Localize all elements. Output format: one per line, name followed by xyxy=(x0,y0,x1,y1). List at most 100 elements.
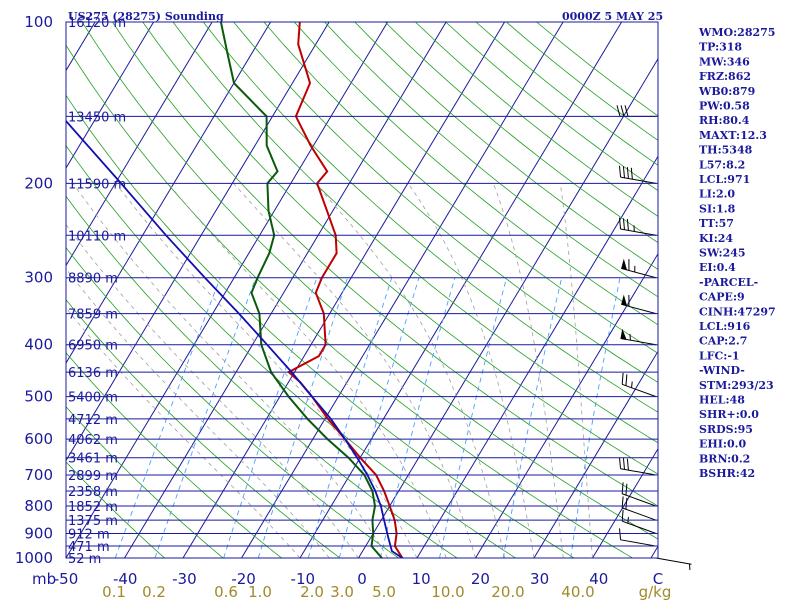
index-value: BRN:0.2 xyxy=(699,452,750,465)
height-label: 1375 m xyxy=(68,514,118,529)
index-value: BSHR:42 xyxy=(699,467,755,480)
isotherm-line xyxy=(475,252,658,558)
mixing-ratio-tick-label: 40.0 xyxy=(561,583,594,600)
pressure-tick-label: 900 xyxy=(24,524,53,542)
temperature-tick-label: 0 xyxy=(357,570,367,588)
mixing-ratio-tick-label: 0.2 xyxy=(142,583,166,600)
pressure-tick-label: 400 xyxy=(24,336,53,354)
wind-barb xyxy=(621,294,657,315)
index-value: L57:8.2 xyxy=(699,158,745,171)
temperature-tick-label: -50 xyxy=(54,570,79,588)
isotherm-line xyxy=(592,447,658,558)
index-value: -WIND- xyxy=(699,364,745,377)
height-label: 2899 m xyxy=(68,469,118,484)
mixing-ratio-tick-label: 0.1 xyxy=(102,583,126,600)
mixing-ratio-tick-label: 2.0 xyxy=(300,583,324,600)
temperature-tick-label: -30 xyxy=(172,570,197,588)
index-value: RH:80.4 xyxy=(699,114,750,127)
index-value: KI:24 xyxy=(699,232,733,245)
index-value: TP:318 xyxy=(699,41,742,54)
height-label: 471 m xyxy=(68,540,110,555)
mixing-ratio-line xyxy=(114,277,221,558)
index-value: CINH:47297 xyxy=(699,305,776,318)
pressure-tick-label: 100 xyxy=(24,13,53,31)
height-label: 6136 m xyxy=(68,366,118,381)
isotherm-line xyxy=(124,22,447,558)
wind-barb xyxy=(621,372,657,398)
index-value: LCL:971 xyxy=(699,173,750,186)
index-value: EHI:0.0 xyxy=(699,438,746,451)
index-value: HEL:48 xyxy=(699,394,745,407)
temperature-tick-label: 10 xyxy=(412,570,431,588)
height-label: 52 m xyxy=(68,552,101,567)
mixing-ratio-line xyxy=(257,277,349,558)
pressure-tick-label: 300 xyxy=(24,269,53,287)
index-value: -PARCEL- xyxy=(699,276,758,289)
moist-adiabat-line xyxy=(72,183,389,558)
height-label: 11590 m xyxy=(68,177,126,192)
moist-adiabat-line xyxy=(559,183,593,558)
index-value: LFC:-1 xyxy=(699,349,740,362)
temperature-tick-label: 30 xyxy=(530,570,549,588)
index-value: TH:5348 xyxy=(699,144,753,157)
height-label: 7859 m xyxy=(68,308,118,323)
height-label: 4712 m xyxy=(68,413,118,428)
index-value: SHR+:0.0 xyxy=(699,408,759,421)
temperature-tick-label: 20 xyxy=(471,570,490,588)
index-value: SI:1.8 xyxy=(699,202,736,215)
height-label: 8890 m xyxy=(68,272,118,287)
pressure-unit-label: mb xyxy=(32,570,56,588)
pressure-tick-label: 800 xyxy=(24,497,53,515)
wind-barb xyxy=(620,328,657,346)
pressure-tick-label: 200 xyxy=(24,174,53,192)
mixing-ratio-tick-label: 10.0 xyxy=(431,583,464,600)
mixing-ratio-tick-label: 0.6 xyxy=(214,583,238,600)
wind-barb xyxy=(619,528,657,547)
height-label: 912 m xyxy=(68,527,110,542)
wind-barb xyxy=(621,258,657,279)
index-value: SW:245 xyxy=(699,247,746,260)
isotherm-line xyxy=(66,22,330,462)
height-label: 3461 m xyxy=(68,452,118,467)
index-value: STM:293/23 xyxy=(699,379,774,392)
index-value: PW:0.58 xyxy=(699,100,750,113)
wind-barb xyxy=(655,557,692,571)
index-value: SRDS:95 xyxy=(699,423,753,436)
mixing-ratio-tick-label: 3.0 xyxy=(330,583,354,600)
isotherm-line xyxy=(533,350,658,558)
index-value: WB0:879 xyxy=(698,85,755,98)
plot-frame xyxy=(65,21,659,559)
isotherm-line xyxy=(66,22,155,169)
index-value: WMO:28275 xyxy=(698,26,775,39)
pressure-tick-label: 1000 xyxy=(15,549,53,567)
moist-adiabat-line xyxy=(493,183,564,558)
height-label: 6950 m xyxy=(68,339,118,354)
height-label: 2358 m xyxy=(68,485,118,500)
height-label: 4062 m xyxy=(68,433,118,448)
height-label: 16120 m xyxy=(68,16,126,31)
index-value: CAPE:9 xyxy=(699,291,745,304)
mixing-ratio-line xyxy=(223,277,318,558)
temperature-tick-label: -10 xyxy=(291,570,316,588)
temperature-tick-label: C xyxy=(653,570,663,588)
moist-adiabat-line xyxy=(66,223,359,558)
mixing-ratio-tick-label: 5.0 xyxy=(372,583,396,600)
isotherm-line xyxy=(66,22,213,267)
wind-barbs xyxy=(616,105,692,571)
isotherm-line xyxy=(241,22,564,558)
wind-barb xyxy=(619,165,657,184)
height-label: 10110 m xyxy=(68,229,126,244)
height-label: 1852 m xyxy=(68,500,118,515)
chart-title: US275 (28275) Sounding xyxy=(68,10,224,23)
index-value: MW:346 xyxy=(699,55,750,68)
index-value: EI:0.4 xyxy=(699,261,736,274)
index-value: LCL:916 xyxy=(699,320,751,333)
mixing-ratio-tick-label: 1.0 xyxy=(248,583,272,600)
wind-barb xyxy=(621,482,657,507)
mixing-ratio-line xyxy=(154,277,257,558)
height-label: 13450 m xyxy=(68,110,126,125)
